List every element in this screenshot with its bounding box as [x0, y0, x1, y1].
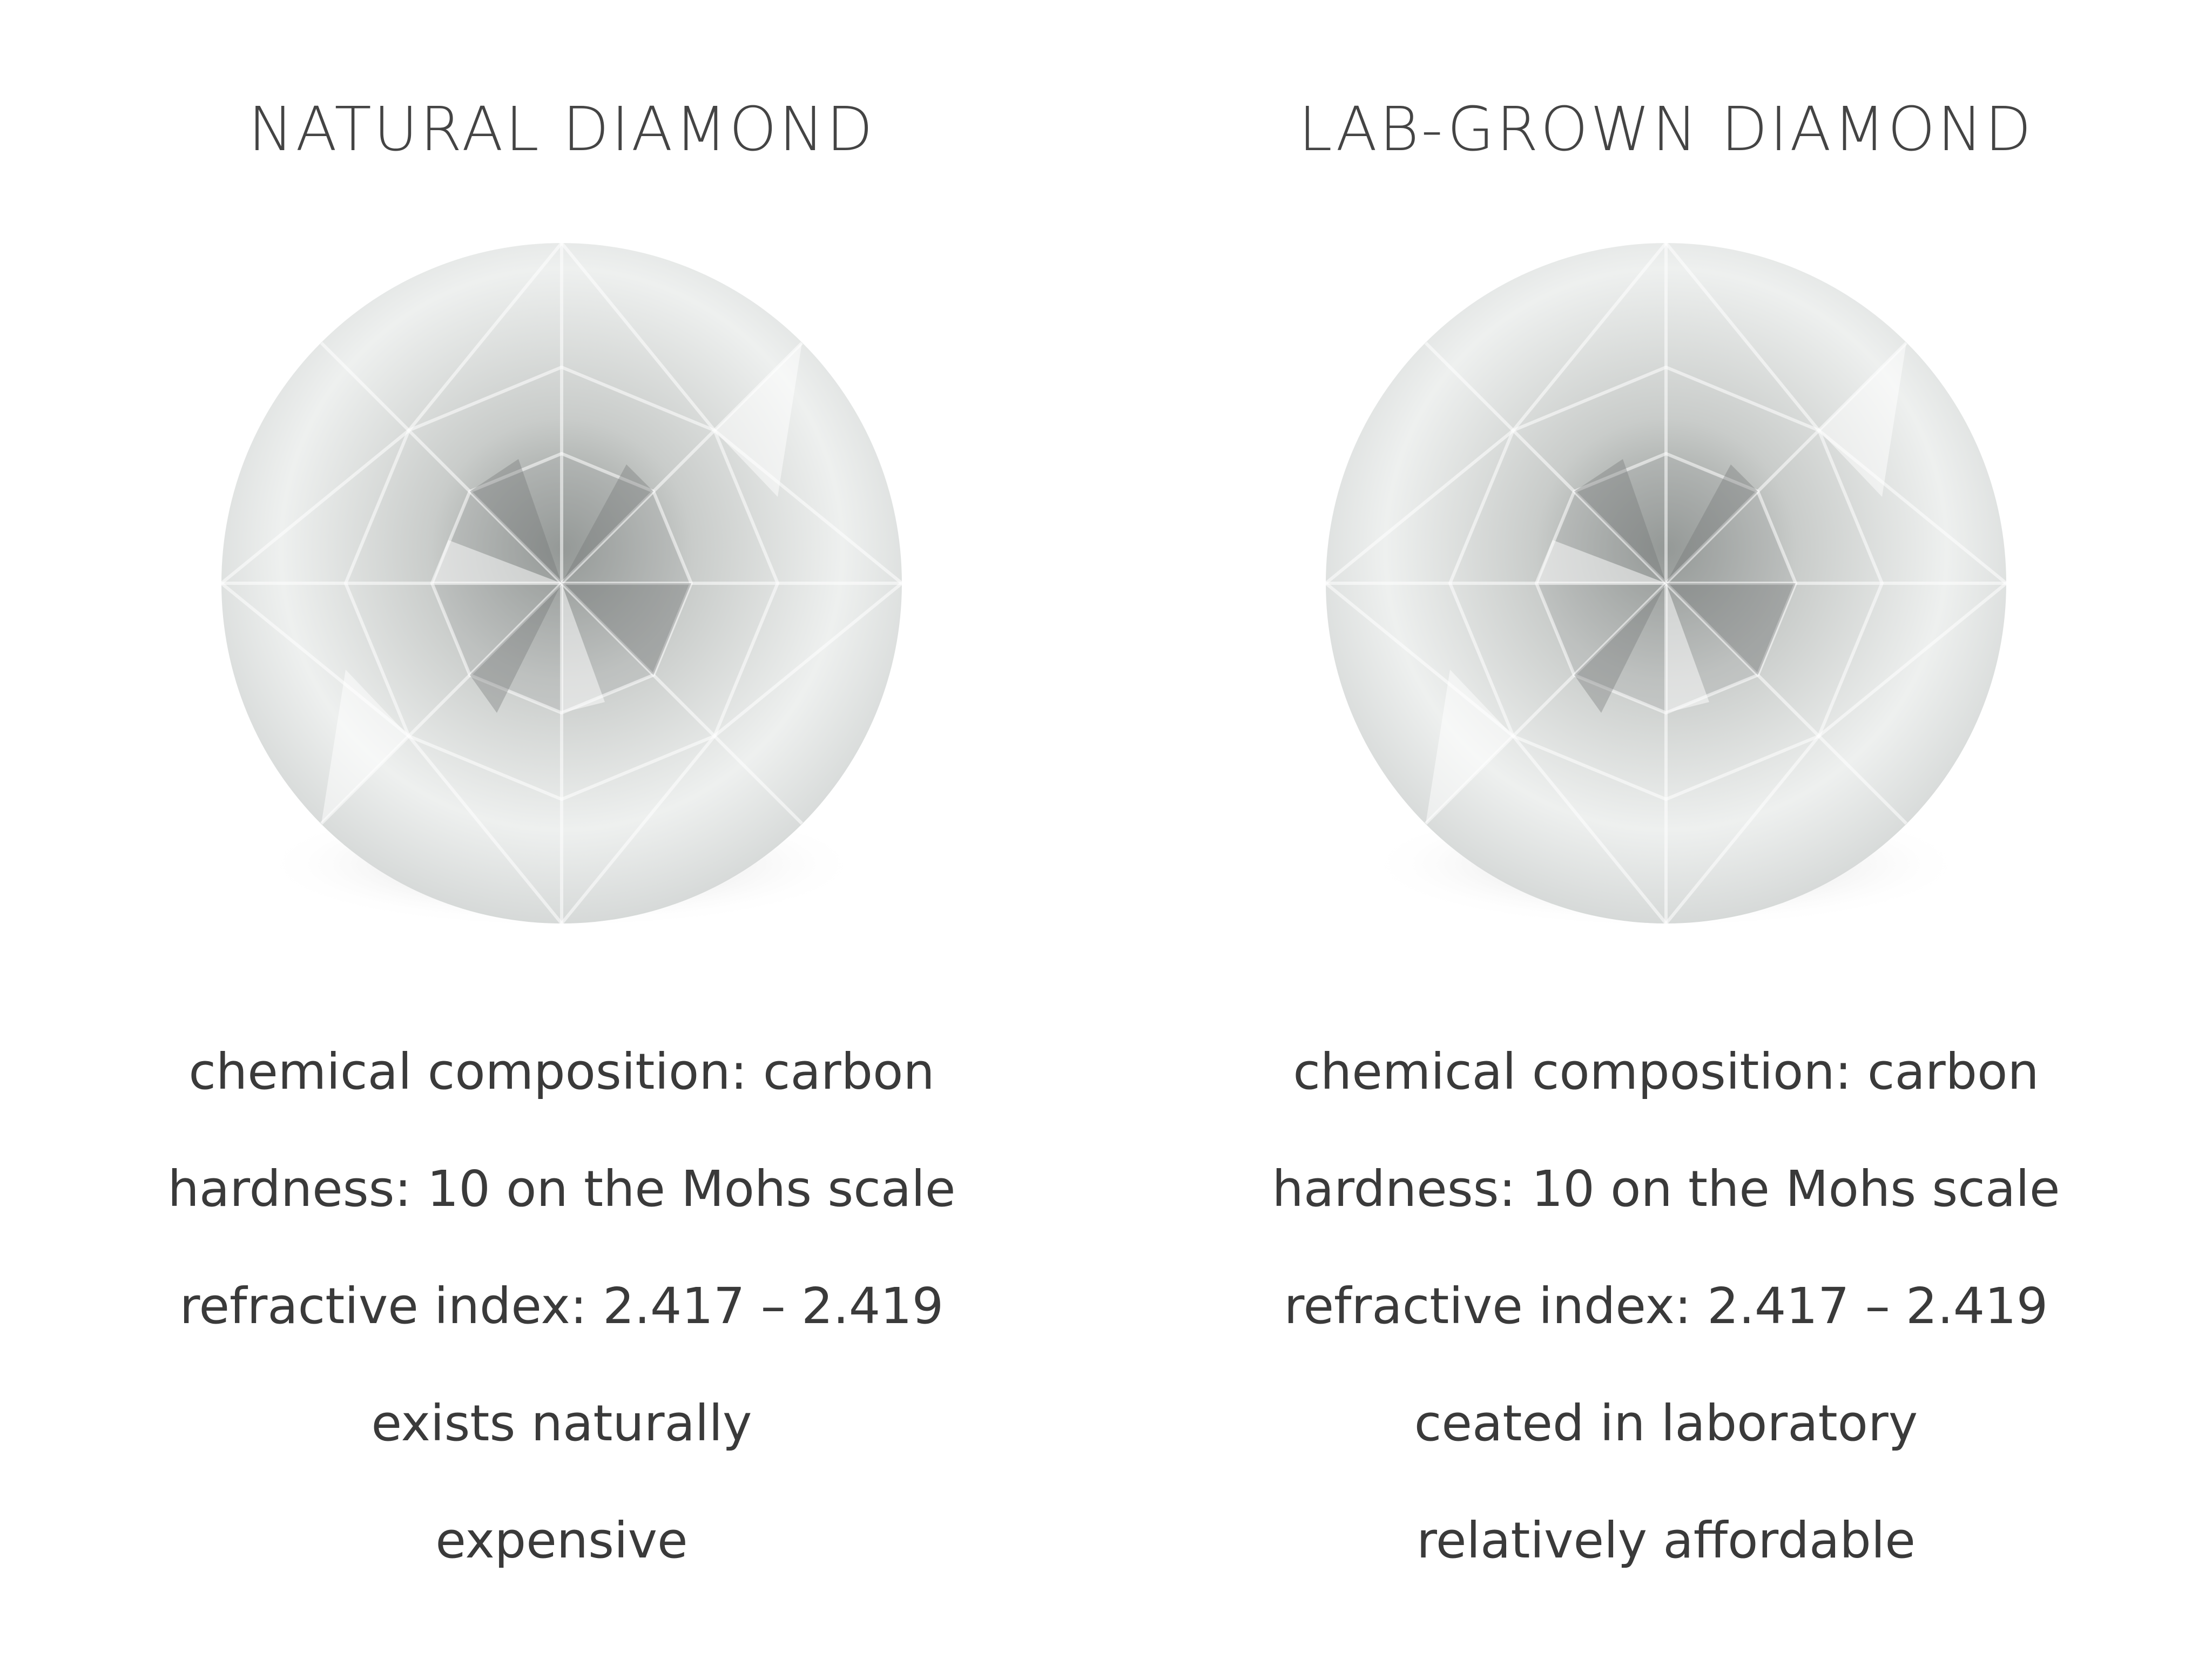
natural-diamond-image [216, 227, 907, 983]
fact-composition: chemical composition: carbon [1293, 1043, 2039, 1101]
natural-diamond-column: NATURAL DIAMOND chemical composition: ca… [22, 0, 1102, 1659]
fact-price: expensive [435, 1512, 688, 1569]
fact-refractive-index: refractive index: 2.417 – 2.419 [179, 1277, 944, 1335]
natural-diamond-facts: chemical composition: carbon hardness: 1… [22, 1037, 1102, 1623]
fact-hardness: hardness: 10 on the Mohs scale [167, 1160, 956, 1218]
lab-grown-diamond-facts: chemical composition: carbon hardness: 1… [1126, 1037, 2206, 1623]
fact-composition: chemical composition: carbon [188, 1043, 935, 1101]
lab-grown-diamond-title: LAB-GROWN DIAMOND [1298, 95, 2034, 165]
fact-hardness: hardness: 10 on the Mohs scale [1272, 1160, 2060, 1218]
fact-price: relatively affordable [1417, 1512, 1916, 1569]
natural-diamond-title: NATURAL DIAMOND [248, 95, 875, 165]
fact-origin: ceated in laboratory [1414, 1394, 1918, 1452]
lab-grown-diamond-image [1320, 227, 2012, 983]
lab-grown-diamond-column: LAB-GROWN DIAMOND chemical composition: … [1126, 0, 2206, 1659]
fact-refractive-index: refractive index: 2.417 – 2.419 [1284, 1277, 2048, 1335]
fact-origin: exists naturally [371, 1394, 752, 1452]
